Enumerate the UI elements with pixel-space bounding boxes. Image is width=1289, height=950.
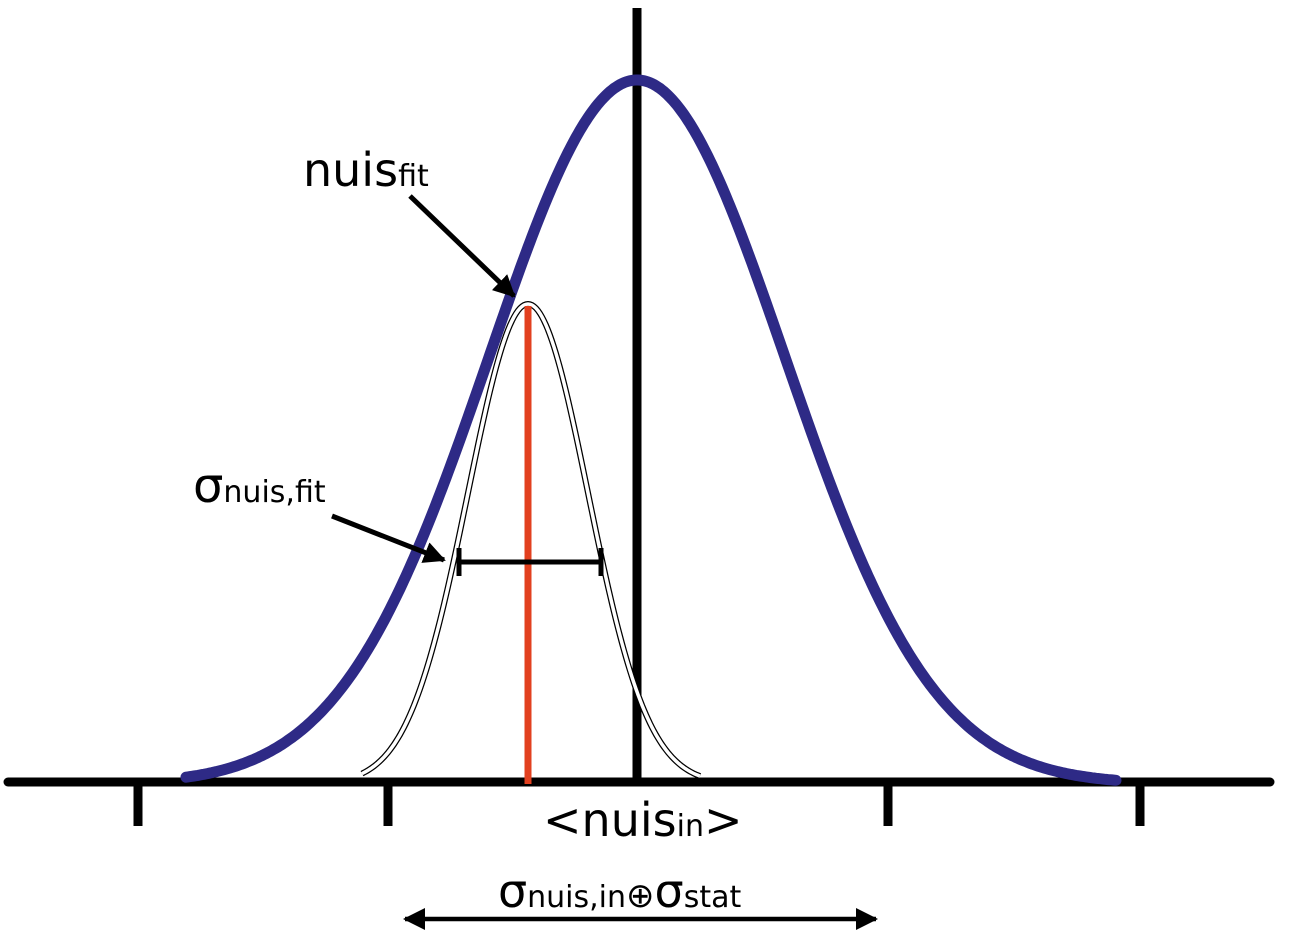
nuis-fit-arrow [408,194,516,298]
nuis-in-close: > [704,793,743,847]
width-sigma2: σ [655,864,684,918]
nuis-fit-label: nuisfit [303,143,429,197]
nuis-fit-sub: fit [398,159,429,194]
fit-gaussian-curve [361,302,701,778]
sigma-fit-arrow [331,513,446,563]
prior-gaussian-curve [180,74,1122,786]
axis-ticks [133,782,1145,826]
nuis-in-main: <nuis [543,793,677,847]
width-sub2: stat [684,880,742,915]
sigma-fit-symbol: σ [193,458,223,514]
nuis-fit-main: nuis [303,143,398,197]
width-sigma1: σ [498,864,527,918]
sigma-fit-sub: nuis,fit [223,475,325,510]
width-label: σnuis,in⊕σstat [498,864,741,918]
sigma-fit-errorbar [456,548,604,576]
sigma-nuis-fit-label: σnuis,fit [193,458,326,514]
nuis-in-sub: in [677,809,704,844]
width-sub1: nuis,in [527,880,626,915]
oplus-icon: ⊕ [626,876,655,916]
nuis-in-label: <nuisin> [543,793,743,847]
